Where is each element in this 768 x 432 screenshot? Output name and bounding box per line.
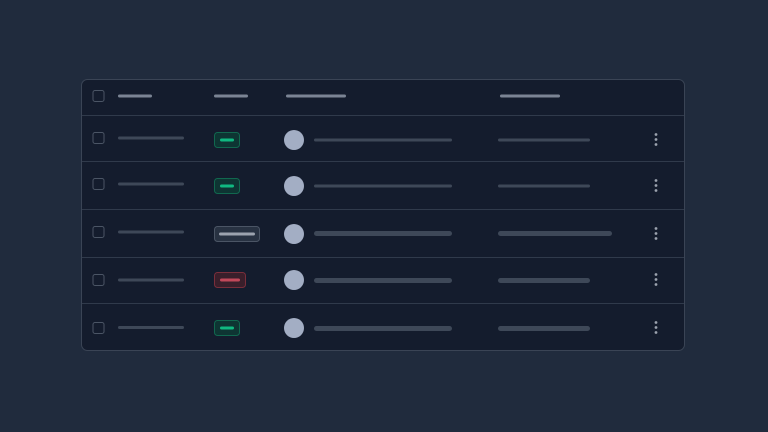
badge-placeholder [220,138,234,142]
table-row[interactable] [92,318,658,338]
text-placeholder [498,278,590,283]
badge-placeholder [219,232,255,236]
text-placeholder [314,326,452,331]
badge-placeholder [220,326,234,330]
text-placeholder [498,184,590,188]
text-placeholder [498,326,590,331]
table-header [92,90,560,102]
row-menu[interactable] [654,179,658,192]
row-menu[interactable] [654,321,658,334]
avatar [284,130,304,150]
badge-placeholder [220,278,240,282]
text-placeholder [118,136,184,140]
table-row[interactable] [92,224,658,244]
header-placeholder [214,94,248,98]
table-row[interactable] [92,270,658,290]
row-checkbox[interactable] [92,178,105,190]
text-placeholder [314,278,452,283]
text-placeholder [498,138,590,142]
text-placeholder [314,231,452,236]
table-row[interactable] [92,130,658,150]
avatar [284,224,304,244]
text-placeholder [498,231,612,236]
text-placeholder [314,184,452,188]
text-placeholder [314,138,452,142]
header-placeholder [286,94,346,98]
row-menu[interactable] [654,227,658,240]
header-placeholder [118,94,152,98]
avatar [284,318,304,338]
row-checkbox[interactable] [92,226,105,238]
table-row[interactable] [92,176,658,196]
text-placeholder [118,182,184,186]
select-all-checkbox[interactable] [92,90,105,102]
text-placeholder [118,230,184,234]
avatar [284,270,304,290]
text-placeholder [118,326,184,329]
header-placeholder [500,94,560,98]
row-checkbox[interactable] [92,322,105,334]
avatar [284,176,304,196]
text-placeholder [118,278,184,282]
row-checkbox[interactable] [92,274,105,286]
row-dividers [82,115,684,304]
table-card [81,79,685,351]
row-menu[interactable] [654,133,658,146]
badge-placeholder [220,184,234,188]
row-menu[interactable] [654,273,658,286]
row-checkbox[interactable] [92,132,105,144]
